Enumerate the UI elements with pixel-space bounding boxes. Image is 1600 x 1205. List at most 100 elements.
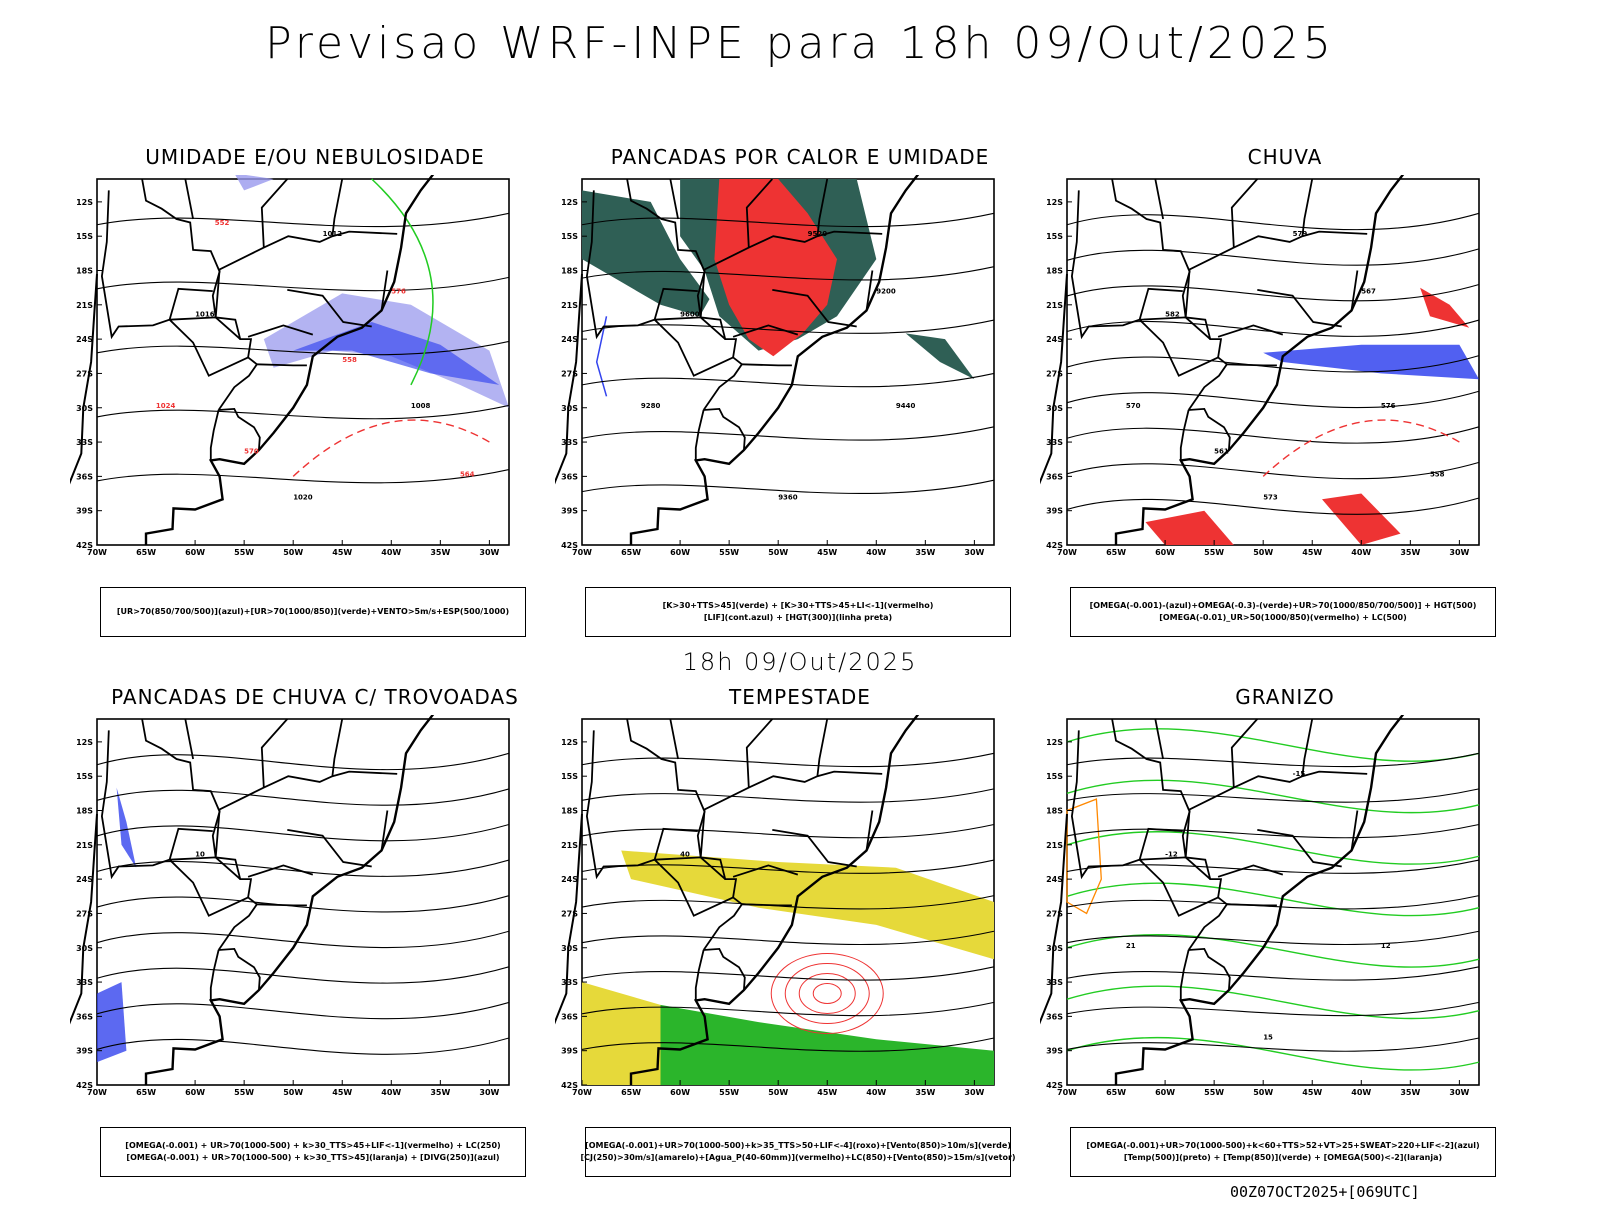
contour-label: 9360 xyxy=(778,493,798,501)
lat-tick-label: 18S xyxy=(1046,267,1063,276)
lat-tick-label: 42S xyxy=(76,1081,93,1090)
legend-pancadas-calor: [K>30+TTS>45](verde) + [K>30+TTS>45+LI<-… xyxy=(585,587,1011,637)
legend-tempestade: [OMEGA(-0.001)+UR>70(1000-500)+k>35_TTS>… xyxy=(580,1127,1016,1177)
lat-tick-label: 21S xyxy=(76,841,93,850)
political-border xyxy=(247,324,314,338)
stream-line xyxy=(1066,1037,1480,1052)
stream-line xyxy=(1066,426,1480,444)
political-border xyxy=(669,178,679,220)
stream-line xyxy=(581,1037,995,1052)
temp850-contour xyxy=(1066,728,1480,762)
lon-tick-label: 45W xyxy=(332,1088,352,1097)
divg-blue-north xyxy=(116,787,137,868)
contour-label: 558 xyxy=(1430,470,1445,478)
lon-tick-label: 45W xyxy=(332,548,352,557)
lat-tick-label: 27S xyxy=(76,909,93,918)
lon-tick-label: 60W xyxy=(1155,1088,1175,1097)
legend-umidade: [UR>70(850/700/500)](azul)+[UR>70(1000/8… xyxy=(100,587,526,637)
panel-title: CHUVA xyxy=(1247,145,1323,169)
contour-label: 1020 xyxy=(293,493,313,501)
contour-label: 1024 xyxy=(156,402,176,410)
stream-line xyxy=(96,340,510,356)
coastline-east xyxy=(144,175,435,545)
lon-tick-label: 55W xyxy=(1204,1088,1224,1097)
stream-line xyxy=(96,966,510,984)
lat-tick-label: 39S xyxy=(1046,1047,1063,1056)
lat-tick-label: 42S xyxy=(561,1081,578,1090)
political-border xyxy=(331,718,344,777)
lif-contour xyxy=(595,316,608,397)
k-index-green-east xyxy=(905,333,975,380)
political-border xyxy=(653,827,698,860)
political-border xyxy=(1184,230,1368,318)
political-border xyxy=(256,363,307,367)
plot-frame xyxy=(96,718,510,1086)
contour-label: 552 xyxy=(215,219,230,227)
coastline-west xyxy=(555,813,583,1025)
lon-tick-label: 50W xyxy=(1253,1088,1273,1097)
stream-line xyxy=(96,930,510,949)
political-border xyxy=(1111,178,1229,411)
contour-label: 9200 xyxy=(876,287,896,295)
lon-tick-label: 55W xyxy=(1204,548,1224,557)
lon-tick-label: 60W xyxy=(185,548,205,557)
lon-tick-label: 65W xyxy=(621,1088,641,1097)
run-label: 00Z07OCT2025+[069UTC] xyxy=(1230,1183,1420,1201)
political-border xyxy=(653,287,698,320)
coastline-east xyxy=(144,715,435,1085)
stream-line xyxy=(1066,497,1480,515)
lon-tick-label: 45W xyxy=(817,1088,837,1097)
political-border xyxy=(1188,407,1231,451)
lon-tick-label: 35W xyxy=(915,1088,935,1097)
contour-label: 570 xyxy=(244,448,259,456)
lat-tick-label: 30S xyxy=(76,404,93,413)
lon-tick-label: 65W xyxy=(1106,1088,1126,1097)
legend-line: [OMEGA(-0.001) + UR>70(1000-500) + k>30_… xyxy=(125,1141,501,1150)
legend-trovoadas: [OMEGA(-0.001) + UR>70(1000-500) + k>30_… xyxy=(100,1127,526,1177)
coastline-east xyxy=(1114,175,1405,545)
lon-tick-label: 40W xyxy=(381,548,401,557)
stream-line xyxy=(1066,461,1480,480)
stream-line xyxy=(1066,966,1480,981)
political-border xyxy=(772,289,857,328)
lon-tick-label: 50W xyxy=(768,548,788,557)
legend-line: [LIF](cont.azul) + [HGT(300)](linha pret… xyxy=(703,613,893,622)
stream-line xyxy=(96,276,510,292)
lat-tick-label: 18S xyxy=(76,807,93,816)
stream-line xyxy=(581,1001,995,1017)
political-border xyxy=(741,363,792,367)
coastline-west xyxy=(555,273,583,485)
legend-granizo: [OMEGA(-0.001)+UR>70(1000-500)+k<60+TTS>… xyxy=(1070,1127,1496,1177)
lon-tick-label: 40W xyxy=(1351,1088,1371,1097)
lat-tick-label: 30S xyxy=(1046,404,1063,413)
political-border xyxy=(380,270,389,311)
jet-yellow-band xyxy=(621,850,994,960)
lon-tick-label: 65W xyxy=(621,548,641,557)
political-border xyxy=(287,289,372,328)
lon-tick-label: 35W xyxy=(430,548,450,557)
political-border xyxy=(256,903,307,907)
panel-chuva: CHUVA 582 579 576 573 570 567 561 558 12S 15S 18S 2… xyxy=(1040,145,1530,665)
lat-tick-label: 33S xyxy=(1046,978,1063,987)
contour-label: 10 xyxy=(195,850,205,858)
stream-line xyxy=(96,823,510,842)
divg-blue-area xyxy=(97,982,127,1063)
lat-tick-label: 33S xyxy=(76,438,93,447)
lat-tick-label: 36S xyxy=(561,472,578,481)
contour-label: 1016 xyxy=(195,310,215,318)
panel-title: TEMPESTADE xyxy=(729,685,871,709)
plot-frame xyxy=(1066,718,1480,1086)
lat-tick-label: 33S xyxy=(561,978,578,987)
lat-tick-label: 12S xyxy=(76,198,93,207)
map-pancadas-calor: 9600 9520 9440 9360 9280 9200 12S 15S 18S 21S 24S 2… xyxy=(555,175,995,557)
contour-label: 582 xyxy=(1165,310,1180,318)
lat-tick-label: 15S xyxy=(561,232,578,241)
lat-tick-label: 33S xyxy=(1046,438,1063,447)
political-border xyxy=(1350,270,1359,311)
lat-tick-label: 42S xyxy=(1046,1081,1063,1090)
legend-line: [UR>70(850/700/500)](azul)+[UR>70(1000/8… xyxy=(116,607,510,616)
omega-red-east xyxy=(1420,287,1470,328)
lat-tick-label: 36S xyxy=(76,472,93,481)
main-title: Previsao WRF-INPE para 18h 09/Out/2025 xyxy=(265,18,1335,69)
political-border xyxy=(1070,190,1211,340)
